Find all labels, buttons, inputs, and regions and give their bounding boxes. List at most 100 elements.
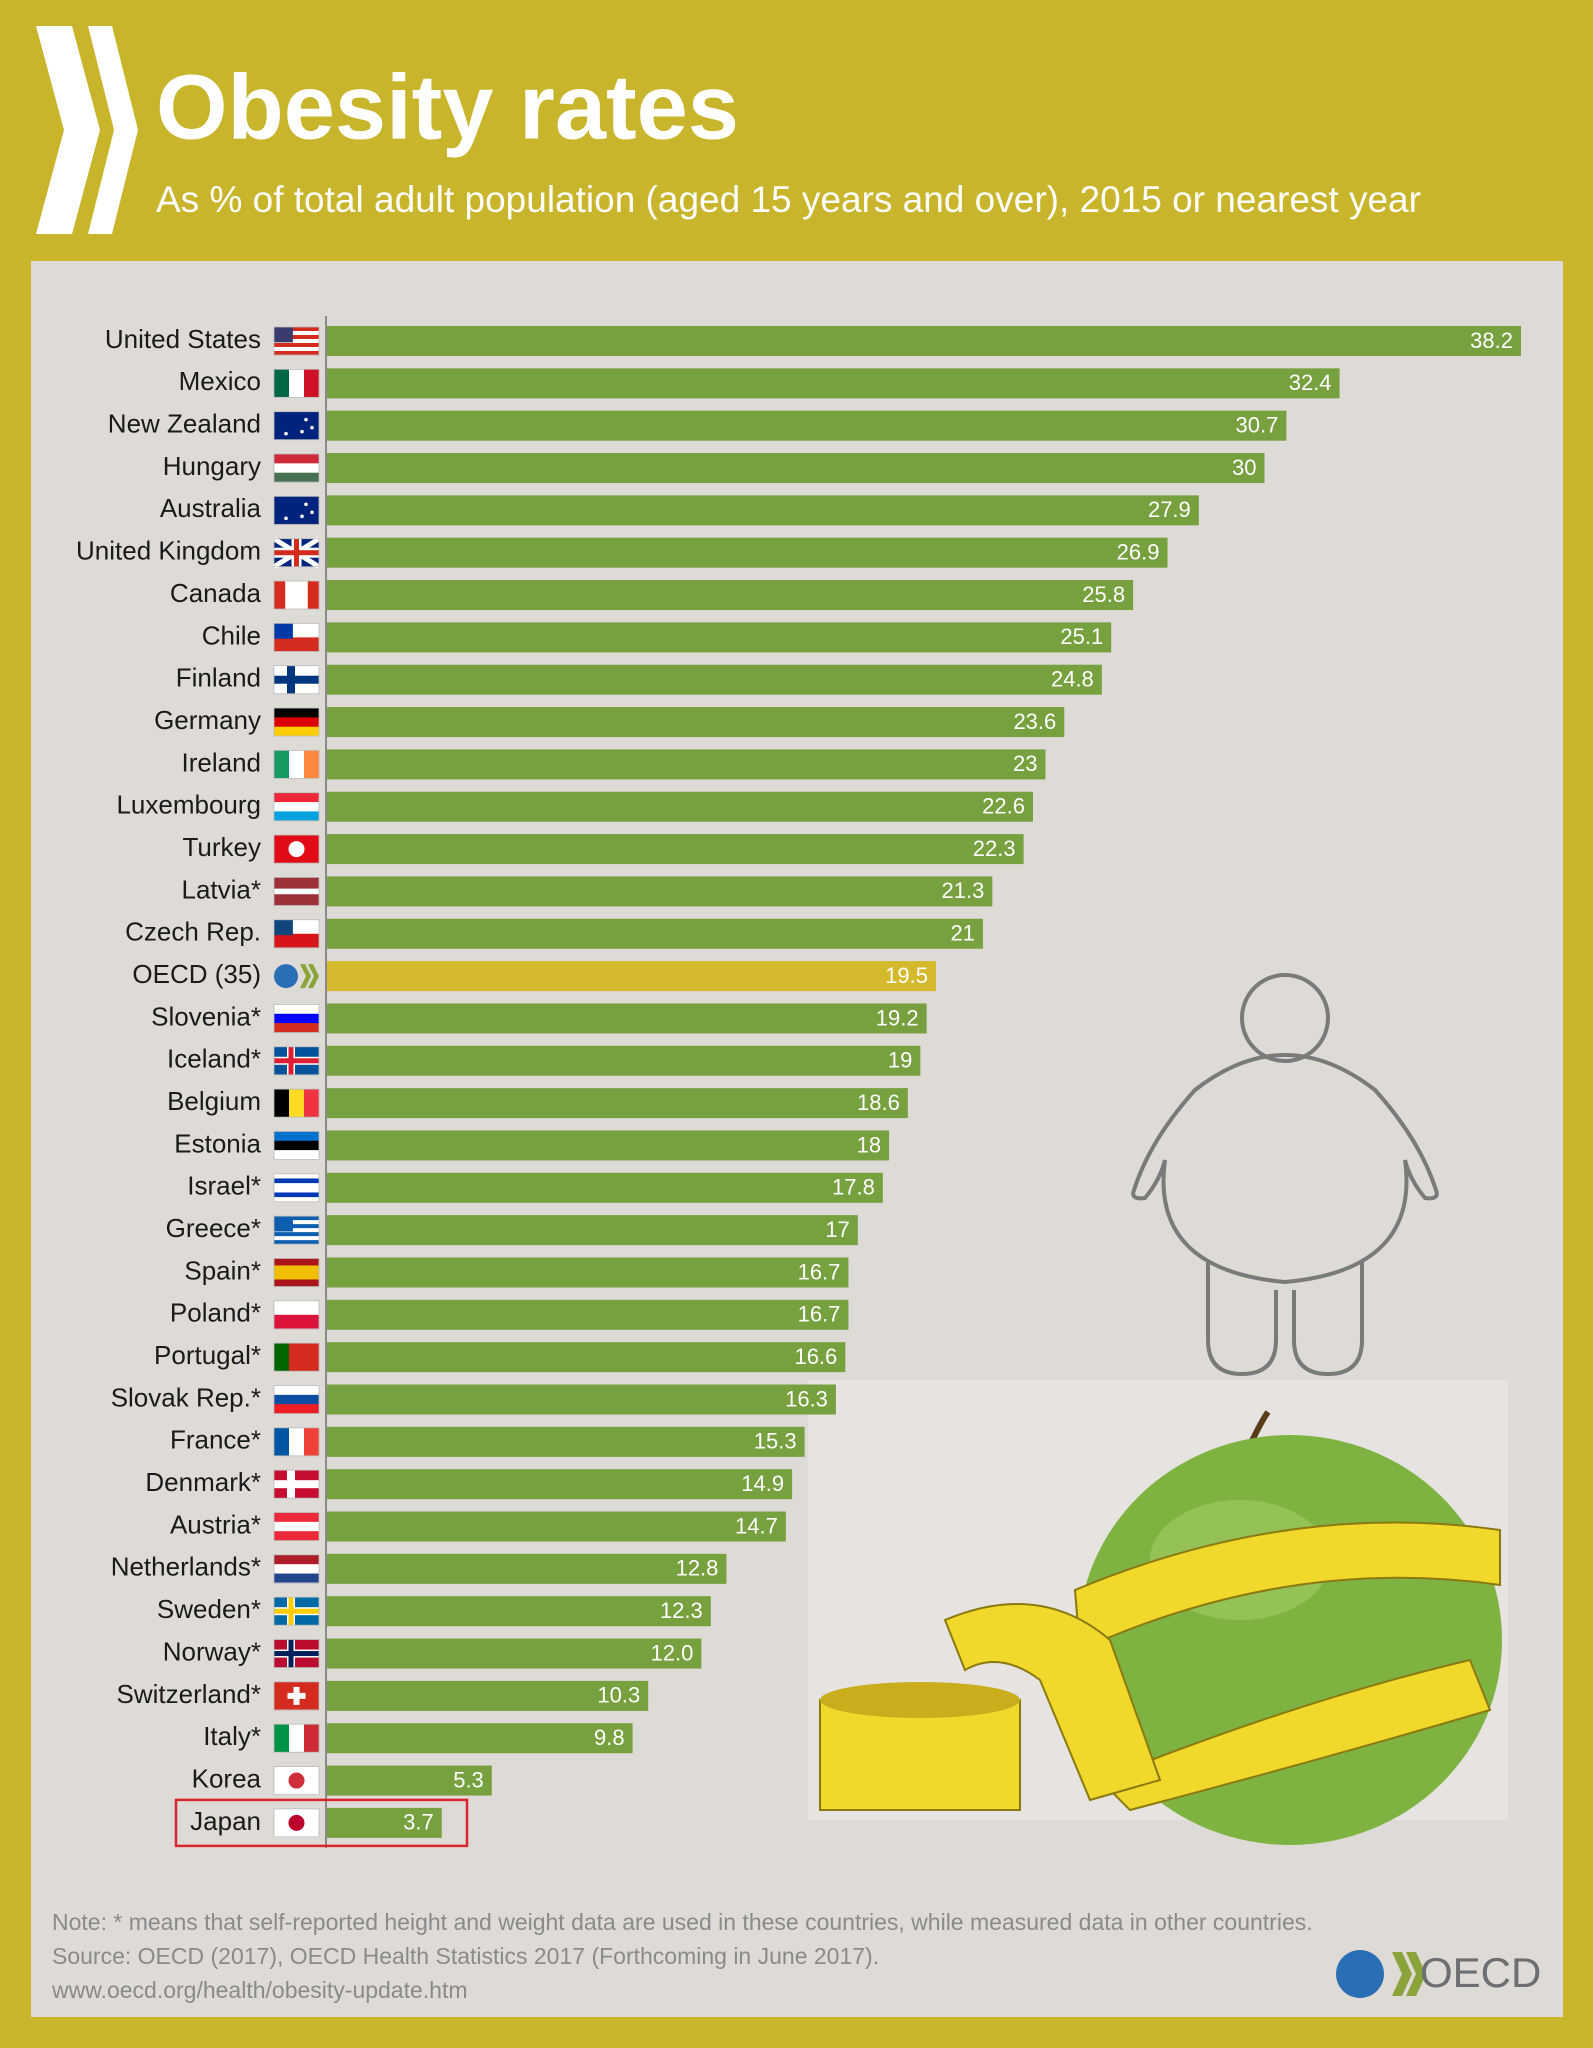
category-label: Denmark*	[145, 1467, 261, 1497]
flag	[273, 1385, 320, 1414]
flag-border	[273, 495, 320, 525]
flag-star	[300, 429, 304, 434]
flag-stripe	[274, 1573, 319, 1584]
flag-stripe	[274, 1272, 319, 1280]
value-label: 23	[1013, 751, 1037, 776]
flag-stripe	[304, 1427, 320, 1456]
flag-stripe	[274, 894, 319, 901]
category-label: Slovak Rep.*	[111, 1382, 261, 1412]
flag-stripe	[274, 1131, 319, 1142]
bar	[326, 1638, 702, 1669]
bar	[326, 1172, 883, 1203]
value-label: 30	[1232, 455, 1256, 480]
flag-canton	[274, 919, 293, 936]
flag	[273, 411, 320, 441]
flag	[273, 1808, 320, 1838]
flag	[273, 622, 320, 652]
flag-stripe	[274, 1220, 319, 1225]
url: www.oecd.org/health/obesity-update.htm	[51, 1977, 468, 2003]
flag-star	[284, 516, 288, 521]
flag-stripe	[274, 1140, 319, 1151]
flag	[273, 1596, 320, 1626]
flag-canton	[274, 411, 293, 428]
flag-cross	[288, 1597, 294, 1626]
category-label: United Kingdom	[76, 536, 261, 566]
flag-stripe	[274, 1427, 290, 1456]
value-label: 14.7	[735, 1513, 778, 1538]
category-label: Spain*	[184, 1255, 261, 1285]
value-label: 19	[888, 1048, 912, 1073]
flag-stripe	[274, 1023, 319, 1033]
flag-stripe	[274, 1004, 319, 1015]
flag	[273, 1723, 320, 1753]
flag-border	[273, 1258, 320, 1287]
flag-border	[273, 834, 320, 864]
flag-stripe	[304, 1724, 320, 1753]
flag-stripe	[274, 883, 319, 889]
bar	[326, 1130, 890, 1161]
flag-border	[273, 877, 320, 906]
flag	[273, 1766, 320, 1795]
value-label: 25.8	[1082, 582, 1125, 607]
bar	[326, 918, 983, 949]
flag-stripe	[274, 1187, 319, 1193]
value-label: 21.3	[941, 878, 984, 903]
flag-stripe	[274, 1240, 319, 1245]
bar	[326, 1807, 442, 1838]
flag-stripe	[274, 1724, 290, 1753]
flag-stripe	[274, 933, 319, 949]
bar	[326, 834, 1024, 865]
flag-stripe	[274, 899, 319, 906]
flag	[273, 453, 320, 483]
flag	[272, 536, 321, 569]
flag-stripe	[274, 463, 319, 473]
value-label: 18	[857, 1132, 881, 1157]
flag-border	[273, 919, 320, 949]
flag-stripe	[274, 1173, 319, 1179]
flag	[273, 792, 320, 822]
category-label: Ireland	[182, 747, 262, 777]
flag-stripe	[274, 1228, 319, 1233]
flag-border	[273, 1512, 320, 1541]
flag-stripe	[274, 1258, 319, 1266]
flag	[273, 326, 320, 356]
flag-border	[273, 1215, 320, 1245]
flag-stripe	[274, 1300, 319, 1316]
oecd-logo: OECD	[1336, 1949, 1541, 1998]
value-label: 19.2	[876, 1005, 919, 1030]
flag-border	[273, 1427, 320, 1457]
flag-stripe	[274, 877, 319, 884]
category-label: Italy*	[203, 1721, 261, 1751]
source: Source: OECD (2017), OECD Health Statist…	[52, 1943, 879, 1969]
bar	[326, 1215, 858, 1246]
flag-border	[273, 1723, 320, 1753]
flag-cross	[294, 538, 299, 567]
bar	[326, 791, 1033, 822]
flag	[273, 1300, 320, 1330]
category-label: Greece*	[166, 1213, 261, 1243]
flag-border	[273, 1639, 320, 1668]
flag-stripe	[274, 1564, 319, 1574]
category-label: Germany	[154, 705, 261, 735]
flag	[273, 1554, 320, 1584]
flag	[273, 1004, 320, 1033]
value-label: 14.9	[741, 1471, 784, 1496]
bar	[326, 1469, 793, 1500]
flag-stripe	[274, 1224, 319, 1229]
flag-border	[273, 707, 320, 737]
flag-stripe	[289, 750, 305, 779]
category-label: Mexico	[179, 366, 261, 396]
flag-star	[310, 425, 314, 430]
flag-stripe	[274, 1554, 319, 1565]
flag-stripe	[274, 327, 319, 332]
flag-stripe	[274, 369, 290, 398]
flag	[273, 1342, 320, 1372]
value-label: 38.2	[1470, 328, 1513, 353]
value-label: 15.3	[754, 1429, 797, 1454]
flag-border	[273, 1766, 320, 1795]
flag	[273, 1469, 320, 1499]
apple-illustration	[808, 1380, 1508, 1845]
flag-cross	[274, 1481, 319, 1487]
flag-border	[273, 1554, 320, 1584]
flag-border	[273, 1004, 320, 1033]
